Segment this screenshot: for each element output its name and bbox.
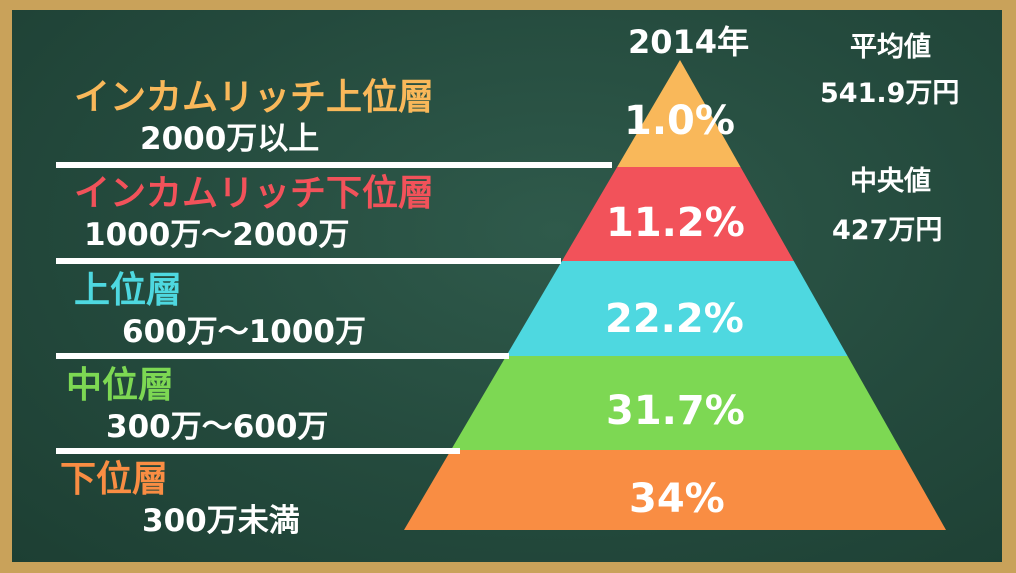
percent-label: 11.2% — [606, 200, 745, 246]
tier-range-upper: 600万～1000万 — [122, 314, 366, 350]
chalkboard: 2014年 平均値 541.9万円 中央値 427万円 インカムリッチ上位層 2… — [12, 10, 1002, 562]
tier-range-lower: 300万未満 — [142, 503, 300, 539]
median-label: 中央値 — [850, 166, 931, 197]
tier-range-middle: 300万～600万 — [106, 409, 329, 445]
tier-range-lower-income-rich: 1000万～2000万 — [84, 217, 350, 253]
divider-line — [56, 258, 561, 264]
pyramid-tier-lower — [404, 450, 946, 530]
mean-value: 541.9万円 — [820, 78, 960, 109]
tier-name-lower: 下位層 — [60, 459, 169, 500]
divider-line — [56, 448, 460, 454]
median-value: 427万円 — [832, 215, 943, 246]
divider-line — [56, 353, 509, 359]
pyramid-tier-lower-income-rich — [561, 167, 794, 261]
pyramid-tier-upper-income-rich — [617, 60, 741, 167]
divider-line — [56, 162, 612, 168]
tier-name-upper: 上位層 — [74, 270, 183, 311]
pyramid-chart — [404, 60, 946, 530]
percent-label: 22.2% — [605, 296, 744, 342]
pyramid-tier-upper — [506, 261, 848, 356]
pyramid-tier-middle — [450, 356, 901, 450]
percent-label: 31.7% — [606, 388, 745, 434]
tier-range-upper-income-rich: 2000万以上 — [140, 121, 320, 157]
year-label: 2014年 — [628, 23, 750, 61]
mean-label: 平均値 — [850, 32, 931, 63]
tier-name-upper-income-rich: インカムリッチ上位層 — [74, 77, 435, 118]
tier-name-middle: 中位層 — [66, 365, 175, 406]
percent-label: 34% — [629, 476, 725, 522]
tier-name-lower-income-rich: インカムリッチ下位層 — [74, 173, 435, 214]
percent-label: 1.0% — [624, 98, 735, 144]
